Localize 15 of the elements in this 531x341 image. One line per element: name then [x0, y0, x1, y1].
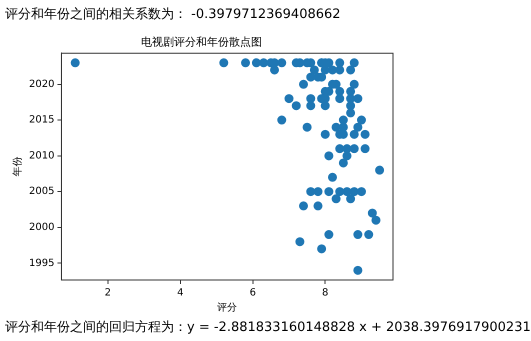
chart-title: 电视剧评分和年份散点图	[141, 35, 262, 48]
text: 评分和年份之间的相关系数为： -0.3979712369408662	[5, 6, 341, 23]
x-tick-label: 4	[177, 288, 184, 299]
x-axis-title: 评分	[217, 302, 238, 314]
y-tick-label: 2005	[28, 186, 54, 198]
y-tick-label: 2020	[28, 78, 54, 90]
text: 评分和年份之间的回归方程为：y = -2.881833160148828 x + 2038.3976917900231	[5, 319, 531, 336]
y-tick-label: 1995	[28, 258, 54, 269]
y-tick-label: 2015	[28, 114, 54, 126]
y-tick-label: 2010	[28, 150, 54, 162]
y-axis-title: 年份	[12, 156, 24, 177]
x-tick-label: 6	[250, 288, 256, 299]
x-tick-label: 2	[104, 288, 112, 299]
x-tick-label: 8	[322, 288, 328, 299]
y-tick-label: 2000	[28, 222, 54, 233]
